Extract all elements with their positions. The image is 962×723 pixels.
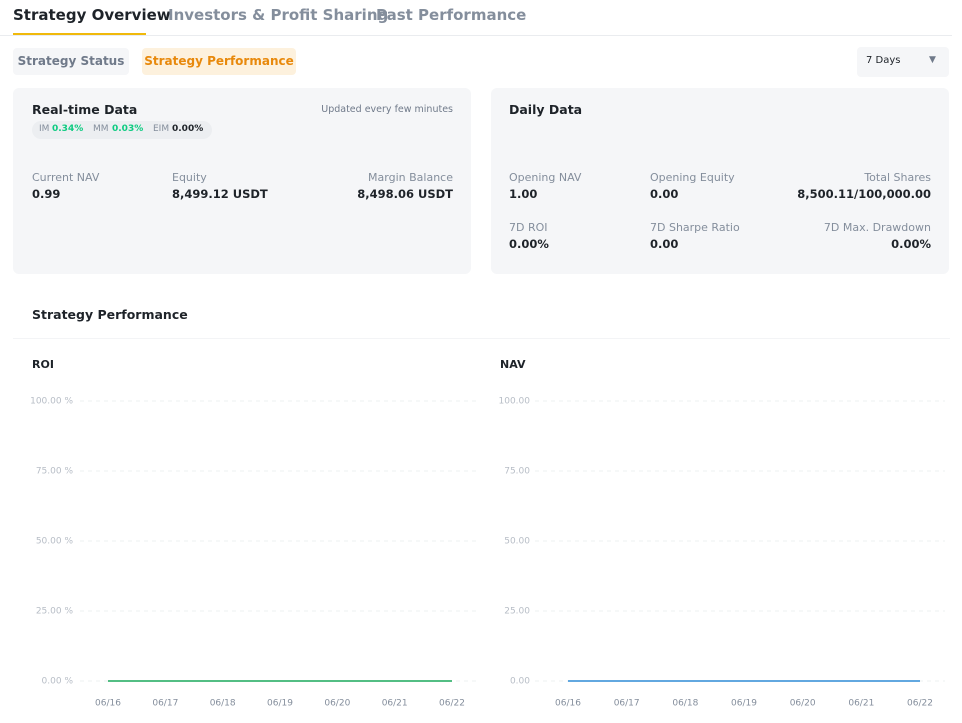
sub-tab[interactable]: Strategy Performance [142, 48, 296, 75]
x-tick-label: 06/17 [614, 699, 640, 709]
y-tick-label: 50.00 [504, 537, 530, 547]
x-tick-label: 06/19 [267, 699, 293, 709]
margin-ratios: IM0.34% MM0.03% EIM0.00% [32, 121, 212, 139]
x-tick-label: 06/20 [324, 699, 350, 709]
field-value: 8,500.11/100,000.00 [797, 187, 931, 201]
tab[interactable]: Investors & Profit Sharing [168, 6, 388, 24]
x-tick-label: 06/17 [152, 699, 178, 709]
y-tick-label: 75.00 % [36, 467, 74, 477]
card-title: Daily Data [509, 102, 582, 117]
chart-title: NAV [500, 358, 526, 371]
field-label: 7D Max. Drawdown [824, 221, 931, 234]
y-tick-label: 75.00 [504, 467, 530, 477]
margin-value: 0.03% [112, 124, 143, 134]
card-title: Real-time Data [32, 102, 137, 117]
field-label: Equity [172, 171, 207, 184]
field-label: 7D ROI [509, 221, 548, 234]
chart-title: ROI [32, 358, 54, 371]
field-value: 8,499.12 USDT [172, 187, 268, 201]
field-label: 7D Sharpe Ratio [650, 221, 740, 234]
y-tick-label: 25.00 [504, 607, 530, 617]
y-tick-label: 100.00 % [30, 397, 73, 407]
x-tick-label: 06/16 [555, 699, 581, 709]
tab[interactable]: Strategy Overview [13, 6, 171, 24]
sub-tab[interactable]: Strategy Status [13, 48, 129, 75]
tab[interactable]: Past Performance [376, 6, 526, 24]
field-value: 1.00 [509, 187, 537, 201]
y-tick-label: 25.00 % [36, 607, 74, 617]
x-tick-label: 06/19 [731, 699, 757, 709]
field-label: Total Shares [864, 171, 931, 184]
x-tick-label: 06/21 [382, 699, 408, 709]
x-tick-label: 06/22 [907, 699, 933, 709]
x-tick-label: 06/18 [672, 699, 698, 709]
field-value: 0.00 [650, 237, 678, 251]
field-label: Opening Equity [650, 171, 735, 184]
field-value: 0.00% [509, 237, 549, 251]
y-tick-label: 100.00 [499, 397, 531, 407]
field-value: 0.00 [650, 187, 678, 201]
x-tick-label: 06/20 [790, 699, 816, 709]
margin-label: MM [93, 124, 109, 134]
field-label: Current NAV [32, 171, 99, 184]
y-tick-label: 50.00 % [36, 537, 74, 547]
section-title: Strategy Performance [32, 307, 188, 322]
margin-label: EIM [153, 124, 169, 134]
margin-value: 0.00% [172, 124, 203, 134]
x-tick-label: 06/18 [210, 699, 236, 709]
field-value: 0.00% [891, 237, 931, 251]
y-tick-label: 0.00 % [42, 677, 74, 687]
field-value: 8,498.06 USDT [357, 187, 453, 201]
x-tick-label: 06/22 [439, 699, 465, 709]
field-label: Margin Balance [368, 171, 453, 184]
x-tick-label: 06/21 [848, 699, 874, 709]
margin-label: IM [39, 124, 49, 134]
x-tick-label: 06/16 [95, 699, 121, 709]
y-tick-label: 0.00 [510, 677, 530, 687]
field-label: Opening NAV [509, 171, 581, 184]
update-note: Updated every few minutes [321, 104, 453, 115]
field-value: 0.99 [32, 187, 60, 201]
margin-value: 0.34% [52, 124, 83, 134]
